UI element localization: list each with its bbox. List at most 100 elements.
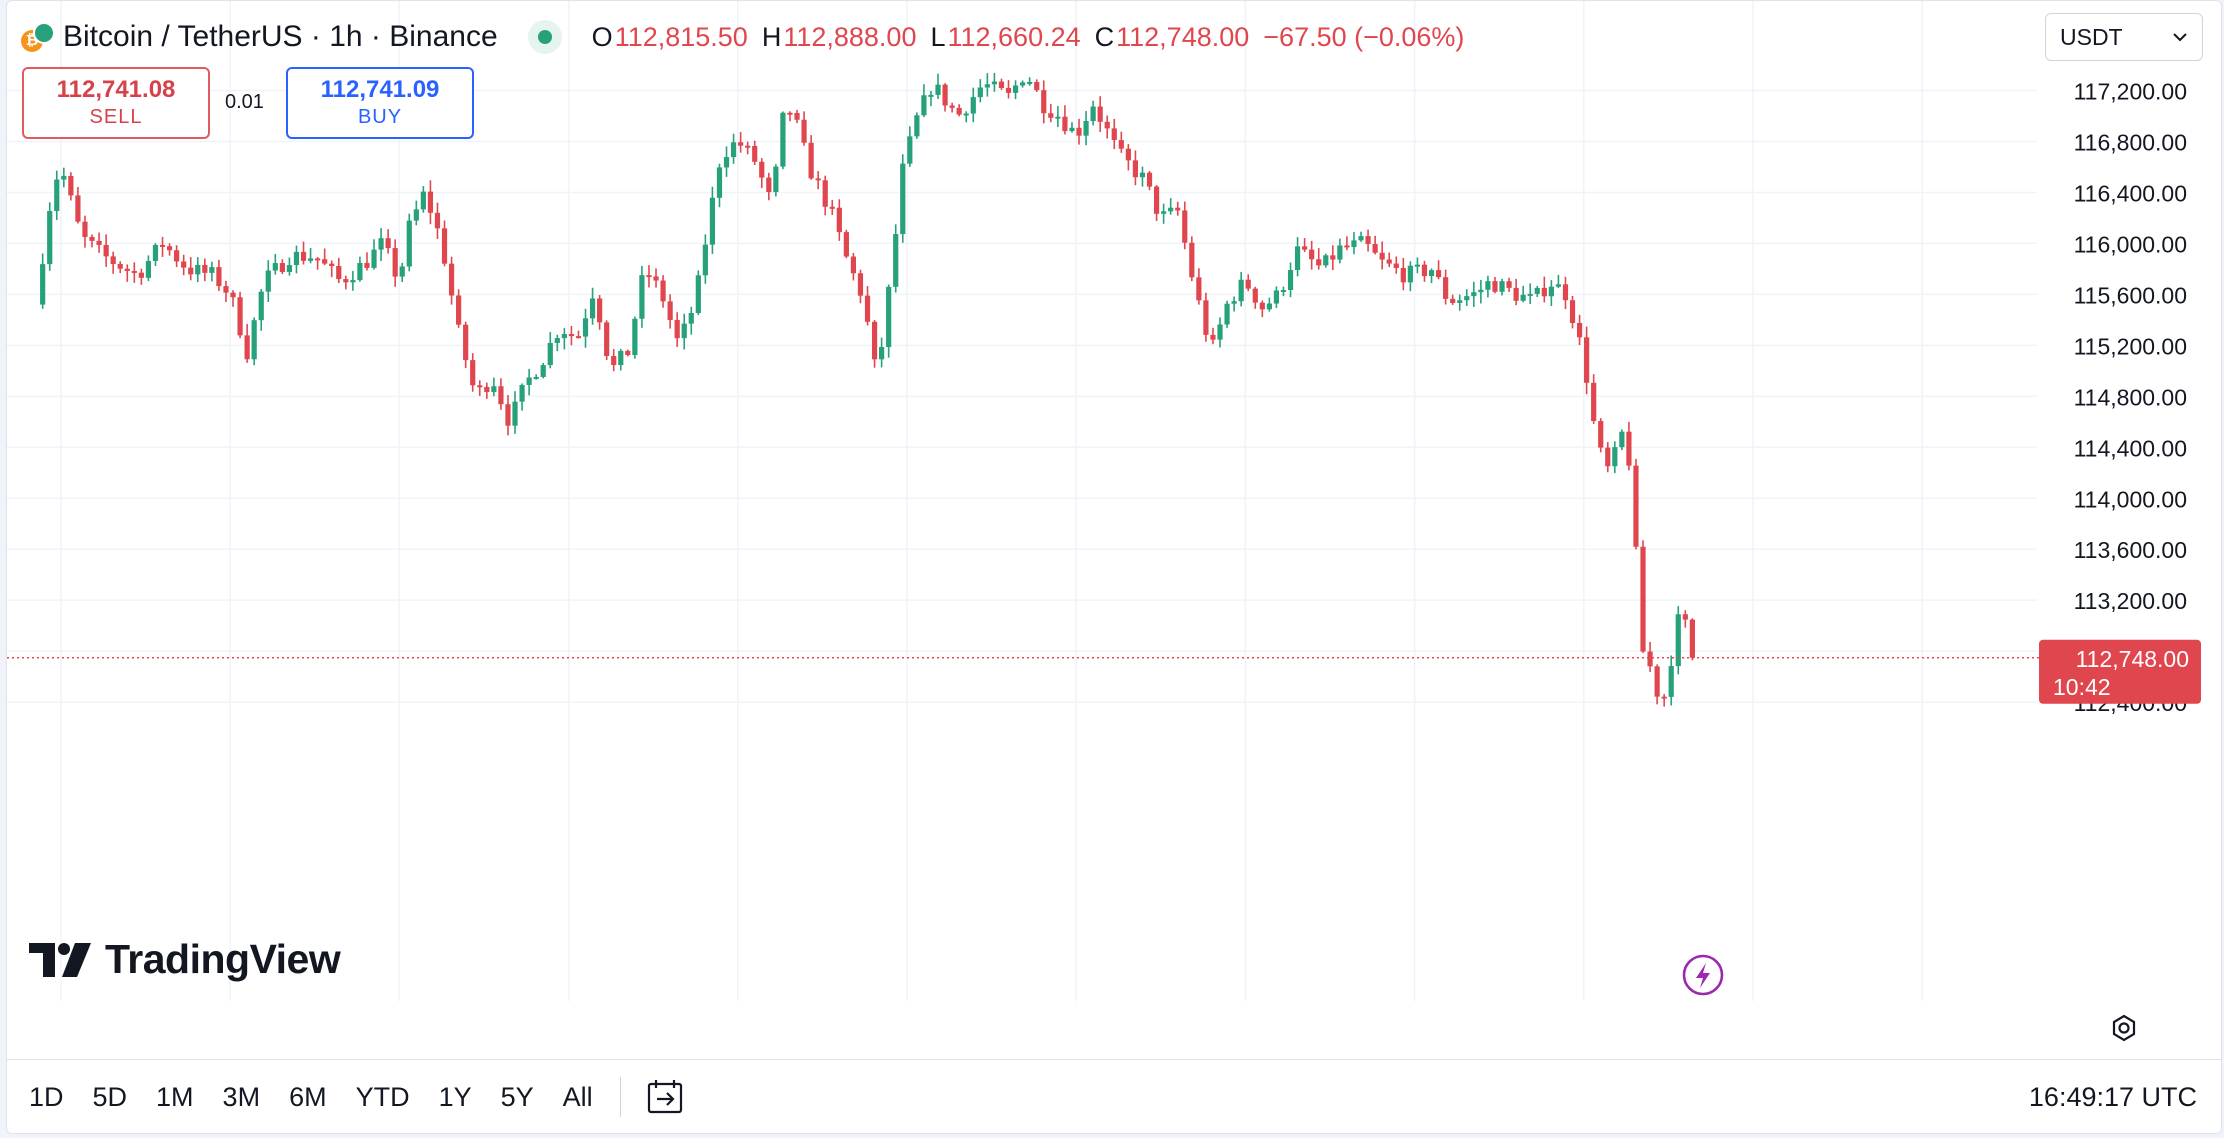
candle-body <box>371 249 377 268</box>
market-status-icon[interactable] <box>527 20 562 54</box>
candle-body <box>1076 127 1082 136</box>
last-price-tag-bg <box>2039 639 2201 704</box>
candle-body <box>188 267 194 275</box>
candle-body <box>1118 140 1124 149</box>
ohlc-open-value: 112,815.50 <box>614 21 748 52</box>
ohlc-close-value: 112,748.00 <box>1116 21 1250 52</box>
candle-body <box>1435 270 1442 278</box>
sell-price: 112,741.08 <box>56 76 176 103</box>
candle-body <box>1111 128 1117 141</box>
price-tick-label: 114,000.00 <box>2074 486 2187 512</box>
utc-clock[interactable]: 16:49:17 UTC <box>2028 1082 2197 1112</box>
symbol-title[interactable]: Bitcoin / TetherUS · 1h · Binance <box>63 20 498 53</box>
candle-body <box>1189 242 1195 278</box>
candle-body <box>730 142 737 158</box>
candle-body <box>1125 148 1131 161</box>
candle-body <box>230 292 236 298</box>
candle-body <box>879 347 885 360</box>
candle-body <box>1287 270 1294 290</box>
candle-body <box>1231 301 1237 304</box>
candle-body <box>1168 207 1174 212</box>
candle-body <box>801 119 807 143</box>
candle-body <box>1661 696 1667 699</box>
candle-body <box>166 246 173 251</box>
candle-body <box>47 211 53 265</box>
candle-body <box>498 386 504 405</box>
candle-body <box>1541 287 1547 297</box>
candle-body <box>357 262 363 281</box>
range-button-5y[interactable]: 5Y <box>500 1081 534 1112</box>
range-button-all[interactable]: All <box>562 1081 593 1112</box>
candle-body <box>864 295 871 322</box>
chart-window: 117,200.00 116,800.00 116,400.00 116,000.00… <box>6 0 2222 1134</box>
buy-button[interactable]: 112,741.09 BUY <box>286 67 474 139</box>
candle-body <box>1492 281 1498 292</box>
candle-body <box>1576 322 1583 338</box>
candle-body <box>1689 619 1695 658</box>
candle-body <box>1372 244 1378 253</box>
candle-body <box>484 386 490 393</box>
candle-body <box>1020 82 1026 86</box>
candle-body <box>1203 300 1209 335</box>
candle-body <box>702 244 708 276</box>
candle-body <box>159 244 166 247</box>
candle-body <box>886 286 892 348</box>
candle-body <box>1217 324 1223 340</box>
chart-grid <box>7 1 2037 1001</box>
candle-body <box>1196 277 1202 301</box>
price-chart[interactable]: 117,200.00 116,800.00 116,400.00 116,000.00… <box>7 1 2221 1001</box>
candle-body <box>181 261 187 268</box>
range-button-1d[interactable]: 1D <box>29 1081 64 1112</box>
candle-body <box>963 113 969 116</box>
range-button-6m[interactable]: 6M <box>289 1081 327 1112</box>
settings-icon[interactable] <box>2109 1013 2139 1043</box>
candle-body <box>364 262 370 268</box>
candle-body <box>286 265 293 272</box>
candle-body <box>1569 300 1576 323</box>
candle-body <box>1513 287 1519 301</box>
tradingview-logo[interactable]: TradingView <box>29 936 341 983</box>
candle-body <box>124 268 130 271</box>
range-button-1m[interactable]: 1M <box>156 1081 194 1112</box>
candle-body <box>526 377 532 385</box>
candle-body <box>1330 255 1336 260</box>
candle-body <box>1034 81 1040 91</box>
range-button-3m[interactable]: 3M <box>222 1081 261 1112</box>
candle-body <box>533 376 539 379</box>
candle-body <box>1520 294 1526 301</box>
candle-body <box>1647 651 1653 667</box>
order-quantity[interactable]: 0.01 <box>225 91 264 113</box>
range-button-5d[interactable]: 5D <box>92 1081 128 1112</box>
candle-body <box>639 275 645 319</box>
currency-select[interactable]: USDT <box>2045 13 2203 61</box>
sell-button[interactable]: 112,741.08 SELL <box>22 67 210 139</box>
candle-body <box>745 145 751 148</box>
candle-body <box>420 191 426 210</box>
price-tick-label: 116,400.00 <box>2074 180 2187 206</box>
price-tick-label: 116,800.00 <box>2074 130 2187 156</box>
candle-body <box>815 178 821 181</box>
candle-body <box>1048 113 1054 118</box>
candle-body <box>82 221 88 237</box>
candle-body <box>329 263 335 267</box>
price-axis: 117,200.00 116,800.00 116,400.00 116,000.00… <box>2074 79 2187 717</box>
candle-body <box>618 350 624 366</box>
date-range-icon[interactable] <box>647 1079 685 1115</box>
candle-body <box>427 191 434 213</box>
candle-body <box>857 273 864 296</box>
range-button-ytd[interactable]: YTD <box>355 1081 410 1112</box>
ohlc-high-label: H <box>761 21 782 52</box>
candle-body <box>1161 211 1167 214</box>
candle-body <box>1146 172 1153 187</box>
range-button-1y[interactable]: 1Y <box>438 1081 472 1112</box>
candle-body <box>1640 546 1646 652</box>
candle-body <box>138 272 144 278</box>
candle-body <box>40 264 46 305</box>
candle-body <box>406 220 412 267</box>
ohlc-high-value: 112,888.00 <box>783 21 917 52</box>
toolbar-separator <box>619 1077 621 1117</box>
price-tick-label: 113,600.00 <box>2074 537 2187 563</box>
candle-body <box>646 275 652 278</box>
candle-body <box>1584 337 1590 383</box>
